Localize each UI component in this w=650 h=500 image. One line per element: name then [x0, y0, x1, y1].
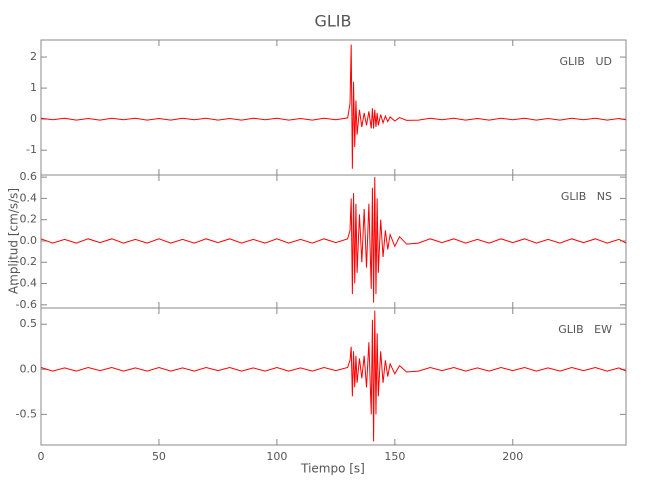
- y-tick-label: -0.4: [16, 277, 37, 290]
- y-tick-label: 0.4: [20, 191, 38, 204]
- x-tick-label: 100: [266, 450, 287, 463]
- x-tick-label: 50: [152, 450, 166, 463]
- y-tick-label: 2: [30, 50, 37, 63]
- y-tick-label: -1: [26, 143, 37, 156]
- trace: [40, 177, 627, 303]
- y-tick-label: 0.6: [20, 170, 38, 183]
- x-axis-label: Tiempo [s]: [300, 462, 365, 476]
- panel-frame: [40, 39, 627, 176]
- y-tick-label: 0.2: [20, 213, 38, 226]
- x-tick-label: 200: [502, 450, 523, 463]
- y-tick-label: -0.5: [16, 407, 37, 420]
- trace: [40, 310, 627, 442]
- y-tick-label: 1: [30, 81, 37, 94]
- y-tick-label: 0: [30, 112, 37, 125]
- y-tick-label: 0.0: [20, 362, 38, 375]
- panel-label: GLIB UD: [560, 55, 612, 68]
- y-tick-label: -0.2: [16, 255, 37, 268]
- trace: [40, 44, 627, 169]
- x-tick-label: 150: [384, 450, 405, 463]
- panel-label: GLIB NS: [561, 190, 612, 203]
- chart-title: GLIB: [314, 12, 351, 31]
- x-tick-label: 0: [38, 450, 45, 463]
- y-tick-label: 0.0: [20, 234, 38, 247]
- panel-frame: [40, 307, 627, 446]
- panel-label: GLIB EW: [558, 323, 612, 336]
- y-tick-label: -0.6: [16, 298, 37, 311]
- y-tick-label: 0.5: [20, 317, 38, 330]
- y-axis-label: Amplitud [cm/s/s]: [7, 188, 21, 294]
